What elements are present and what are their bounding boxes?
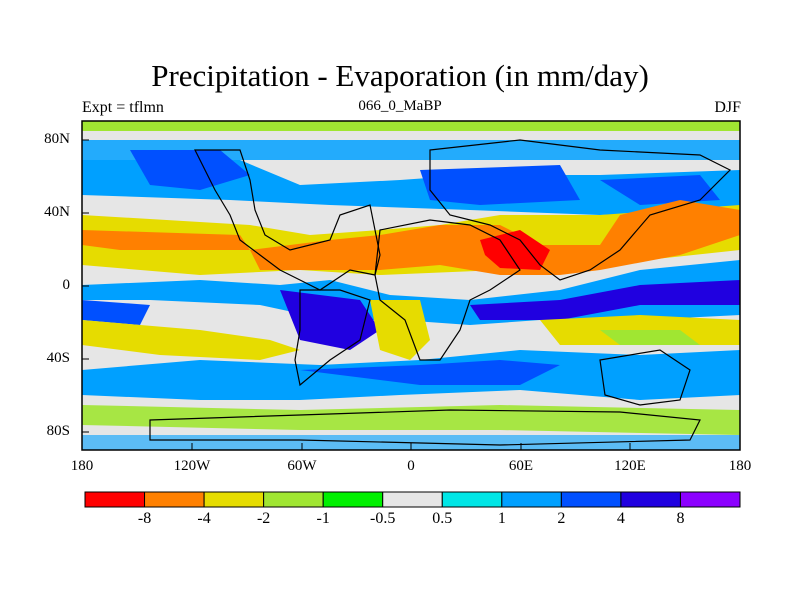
colorbar-swatch [560,491,622,508]
y-tick-label: 80S [46,423,70,439]
colorbar-label: 4 [616,510,625,527]
axis-ticks [81,139,741,450]
x-tick-label: 180 [70,458,94,474]
y-tick-label: 80N [44,131,70,147]
y-tick-label: 40N [44,204,70,220]
colorbar-label: 0.5 [432,510,453,527]
period-label: 066_0_MaBP [358,98,442,114]
colorbar-label: 8 [676,510,685,527]
map-title: Precipitation - Evaporation (in mm/day) [151,58,649,93]
colorbar-swatch [84,491,146,508]
colorbar-label: 1 [497,510,506,527]
x-tick-label: 60W [287,458,317,474]
colorbar-swatch [620,491,681,508]
colorbar-swatch [382,491,443,508]
colorbar-swatch [322,491,384,508]
experiment-label: Expt = tflmn [82,99,164,116]
colorbar-label: -0.5 [370,510,396,527]
coastline-layer [149,139,732,446]
colorbar-label: -4 [197,510,211,527]
colorbar-swatch [263,491,324,508]
x-tick-label: 60E [508,458,534,474]
colorbar [84,491,741,508]
x-tick-label: 120W [173,458,211,474]
season-label: DJF [714,99,741,116]
colorbar-label: -8 [137,510,152,527]
colorbar-label: -2 [256,510,271,527]
field-layer [82,121,740,450]
colorbar-swatch [501,491,562,508]
colorbar-label: -1 [316,510,330,527]
y-tick-label: 40S [46,350,70,366]
x-tick-label: 180 [728,458,752,474]
colorbar-label: 2 [557,510,566,527]
colorbar-swatch [441,491,503,508]
x-tick-label: 120E [614,458,646,474]
colorbar-swatch [144,491,205,508]
colorbar-swatch [679,491,741,508]
x-tick-label: 0 [407,458,415,474]
y-tick-label: 0 [62,277,71,293]
colorbar-swatch [203,491,265,508]
